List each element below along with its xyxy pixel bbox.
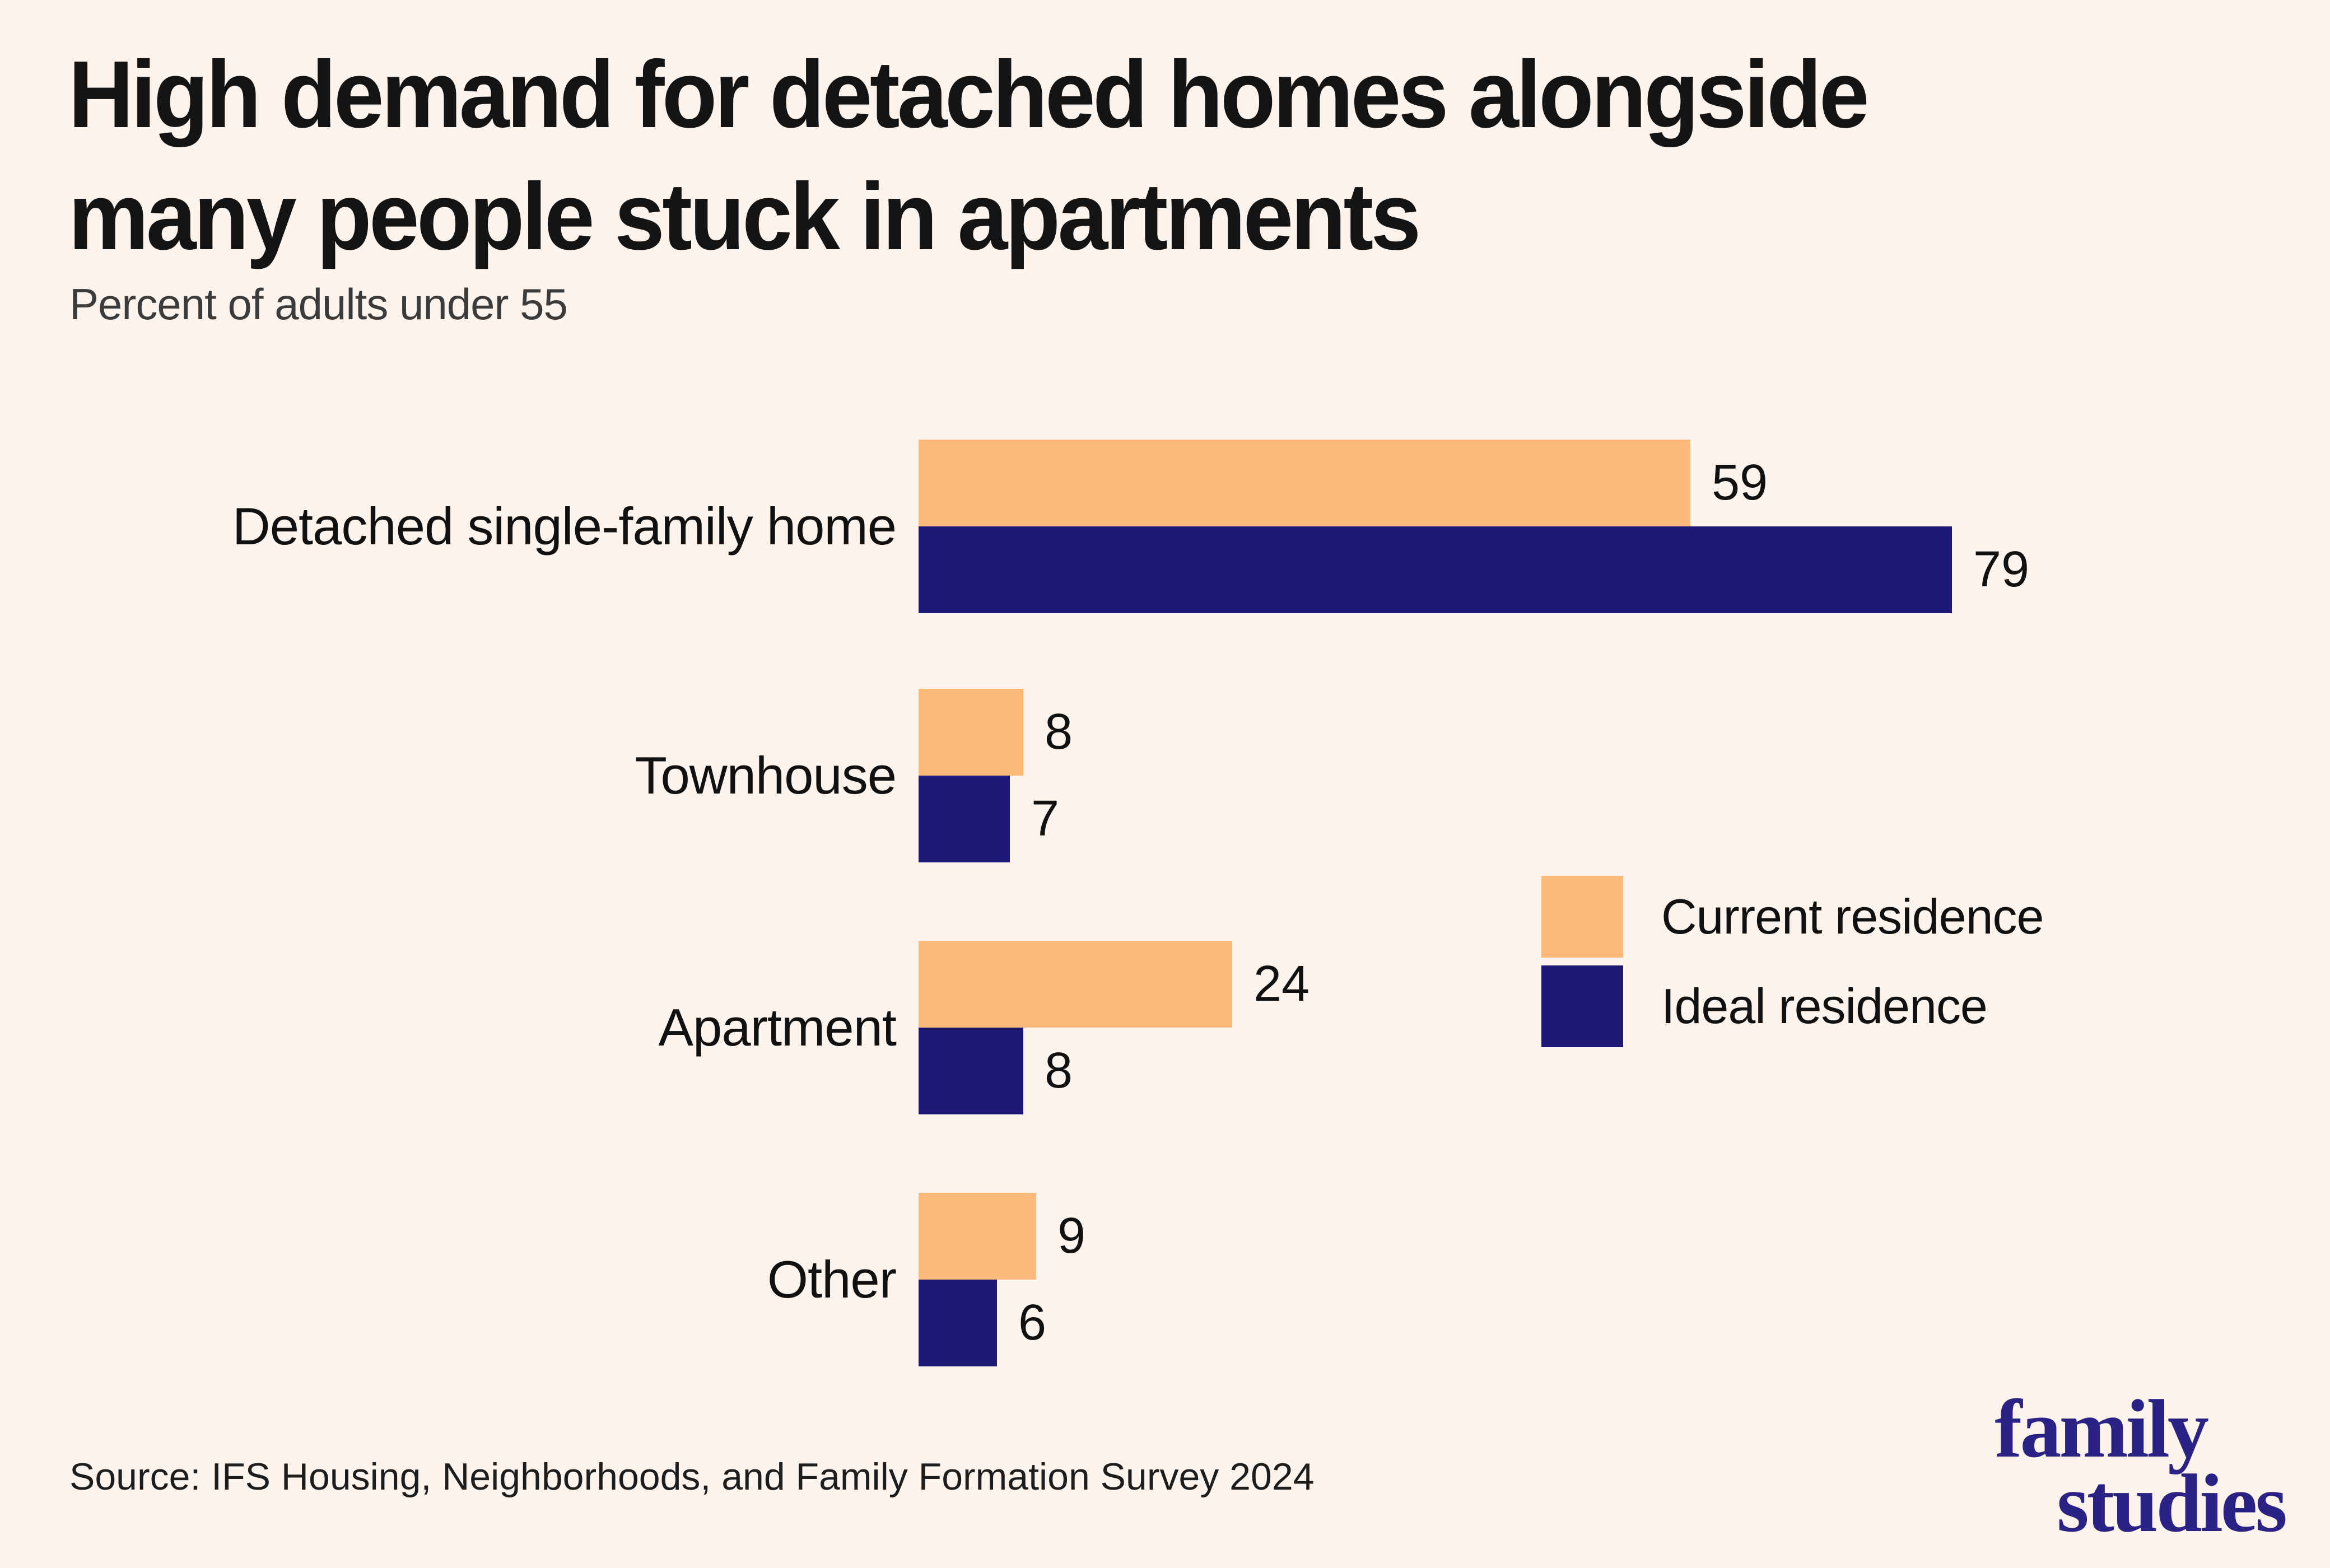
value-label-current: 59: [1712, 455, 1768, 511]
chart-subtitle: Percent of adults under 55: [69, 279, 568, 329]
chart-title-line2: many people stuck in apartments: [68, 164, 1421, 270]
bar-current-residence: [919, 440, 1690, 526]
category-label: Other: [767, 1250, 897, 1309]
value-label-ideal: 8: [1045, 1043, 1073, 1099]
category-label: Detached single-family home: [232, 497, 897, 556]
category-label: Townhouse: [635, 746, 897, 805]
bar-current-residence: [919, 941, 1232, 1028]
bar-ideal-residence: [919, 1280, 997, 1366]
value-label-current: 8: [1045, 704, 1073, 760]
chart-title: High demand for detached homes alongside…: [68, 34, 1870, 278]
logo-word-family: family: [1995, 1383, 2209, 1475]
value-label-ideal: 79: [1973, 542, 2030, 598]
bar-ideal-residence: [919, 776, 1010, 862]
category-label: Apartment: [658, 998, 897, 1057]
legend: Current residence Ideal residence: [1541, 876, 2044, 1047]
value-label-current: 9: [1057, 1208, 1086, 1264]
source-note: Source: IFS Housing, Neighborhoods, and …: [69, 1455, 1315, 1498]
bar-ideal-residence: [919, 1028, 1023, 1114]
chart-title-line1: High demand for detached homes alongside: [68, 41, 1870, 148]
legend-swatch-ideal-icon: [1541, 965, 1623, 1047]
value-label-ideal: 7: [1031, 791, 1060, 847]
value-label-ideal: 6: [1018, 1295, 1047, 1351]
legend-swatch-current-icon: [1541, 876, 1623, 958]
legend-item-current-residence: Current residence: [1541, 876, 2044, 958]
value-label-current: 24: [1253, 956, 1310, 1012]
bar-current-residence: [919, 689, 1023, 776]
legend-item-ideal-residence: Ideal residence: [1541, 965, 2043, 1047]
logo-word-studies: studies: [2057, 1457, 2287, 1550]
bar-ideal-residence: [919, 526, 1952, 613]
bar-current-residence: [919, 1193, 1036, 1280]
legend-label: Ideal residence: [1661, 978, 1988, 1034]
legend-label: Current residence: [1661, 889, 2044, 944]
family-studies-logo: family studies: [1995, 1383, 2287, 1550]
